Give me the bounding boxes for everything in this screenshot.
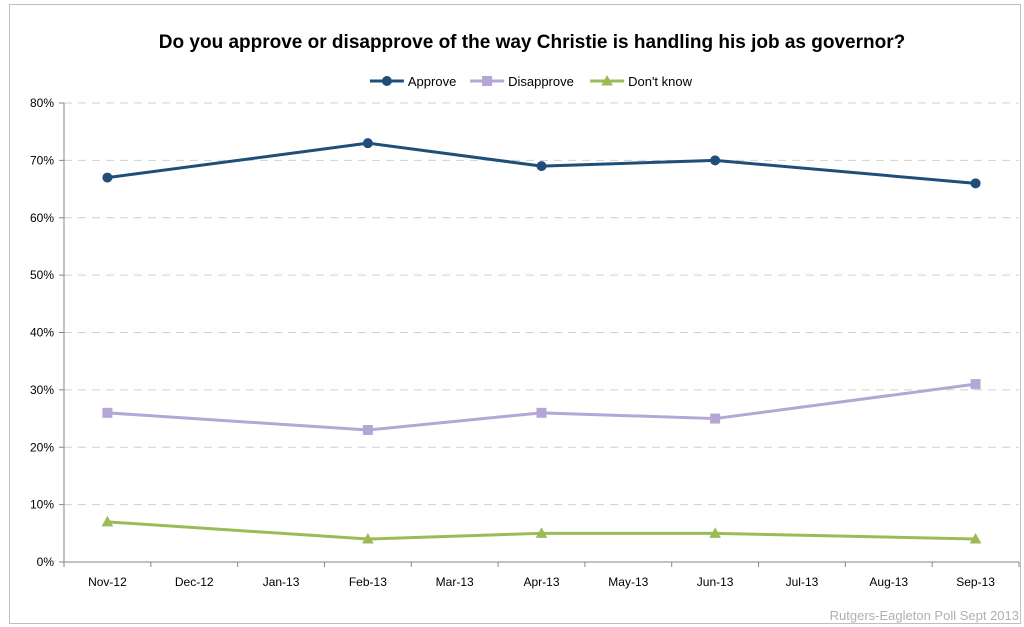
data-point <box>970 178 981 189</box>
y-tick-label: 0% <box>37 555 55 569</box>
x-tick-label: May-13 <box>608 575 648 589</box>
data-point <box>536 407 547 418</box>
series-disapprove <box>102 379 981 436</box>
legend-marker <box>381 76 392 86</box>
y-tick-label: 30% <box>30 383 54 397</box>
legend-item: Don't know <box>590 74 693 89</box>
data-point <box>362 138 373 149</box>
axes: 0% 10% 20% 30% 40% 50% 60% 70% 80% Nov-12 Dec-12 Ja… <box>30 96 1020 589</box>
data-point <box>102 407 113 418</box>
x-tick-label: Jan-13 <box>263 575 300 589</box>
x-tick-label: Mar-13 <box>436 575 474 589</box>
legend-item: Disapprove <box>470 74 574 89</box>
data-point <box>970 379 981 390</box>
series-group <box>101 138 982 544</box>
x-tick-label: Jul-13 <box>786 575 819 589</box>
x-tick-label: Aug-13 <box>869 575 908 589</box>
y-tick-label: 70% <box>30 153 54 167</box>
chart-title: Do you approve or disapprove of the way … <box>159 32 905 53</box>
legend: Approve Disapprove Don't know <box>369 74 693 89</box>
data-point <box>536 161 547 172</box>
data-point <box>710 413 721 424</box>
y-tick-label: 80% <box>30 96 54 110</box>
x-tick-label: Sep-13 <box>956 575 995 589</box>
data-point <box>102 172 113 183</box>
x-tick-label: Apr-13 <box>523 575 559 589</box>
x-tick-label: Feb-13 <box>349 575 387 589</box>
data-point <box>535 527 548 538</box>
x-tick-label: Nov-12 <box>88 575 127 589</box>
y-tick-label: 40% <box>30 326 54 340</box>
legend-label: Don't know <box>628 74 693 89</box>
legend-label: Disapprove <box>508 74 574 89</box>
series-don-t-know <box>101 515 982 544</box>
x-tick-label: Jun-13 <box>697 575 734 589</box>
y-tick-label: 10% <box>30 498 54 512</box>
chart-frame <box>9 4 1021 624</box>
y-tick-label: 60% <box>30 211 54 225</box>
data-point <box>969 533 982 544</box>
legend-marker <box>601 74 613 86</box>
data-point <box>362 533 374 544</box>
legend-label: Approve <box>408 74 456 89</box>
legend-marker <box>482 76 493 86</box>
data-point <box>362 425 373 436</box>
series-line <box>107 382 976 432</box>
data-point <box>709 527 721 538</box>
legend-item: Approve <box>369 74 456 89</box>
data-point <box>710 155 721 166</box>
y-tick-label: 50% <box>30 268 54 282</box>
series-approve <box>102 138 981 189</box>
y-tick-label: 20% <box>30 440 54 454</box>
x-tick-label: Dec-12 <box>175 575 214 589</box>
gridlines <box>64 102 1019 506</box>
data-point <box>101 515 114 527</box>
source-note: Rutgers-Eagleton Poll Sept 2013 <box>830 608 1019 623</box>
